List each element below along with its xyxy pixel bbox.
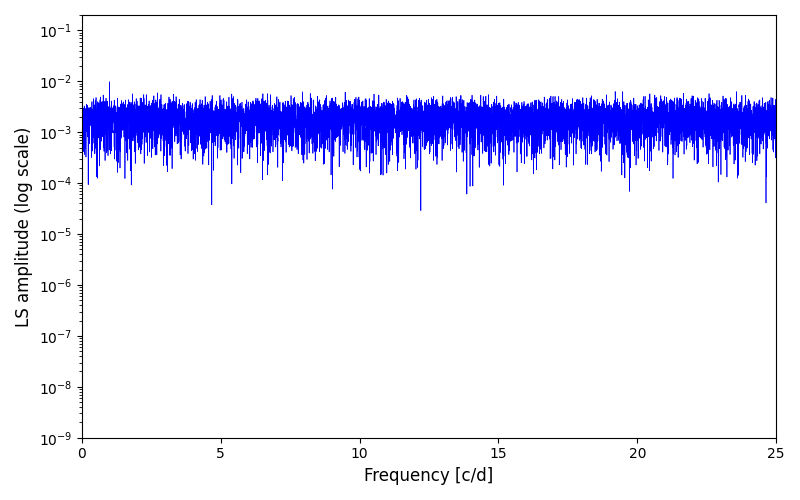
X-axis label: Frequency [c/d]: Frequency [c/d]: [364, 467, 494, 485]
Y-axis label: LS amplitude (log scale): LS amplitude (log scale): [15, 126, 33, 326]
